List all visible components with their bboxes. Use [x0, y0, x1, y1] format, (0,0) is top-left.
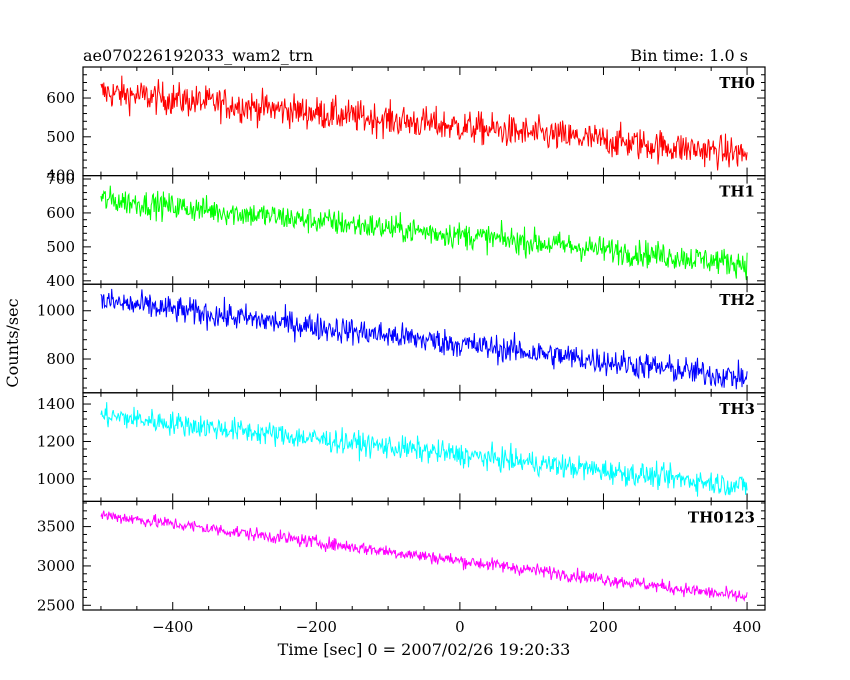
panel-name-label: TH0123	[688, 508, 755, 526]
y-tick-label: 1000	[37, 302, 75, 320]
panel-th0123: 2500 3000 3500 TH0123	[37, 500, 766, 614]
figure-title: ae070226192033_wam2_trn	[83, 46, 313, 65]
y-tick-label: 3000	[37, 557, 75, 575]
y-tick-label: 500	[46, 128, 75, 146]
y-tick-label: 1200	[37, 432, 75, 450]
y-tick-label: 700	[46, 170, 75, 188]
panels-group: 400 500 600 TH0 400 500 600 700 TH1 800 1000 TH2 100…	[37, 66, 766, 636]
y-tick-label: 800	[46, 350, 75, 368]
y-tick-label: 600	[46, 89, 75, 107]
x-tick-label: 400	[733, 618, 762, 636]
y-tick-label: 400	[46, 167, 75, 185]
y-tick-label: 600	[46, 204, 75, 222]
y-tick-label: 500	[46, 238, 75, 256]
x-tick-label: −200	[296, 618, 337, 636]
panel-th1: 400 500 600 700 TH1	[46, 170, 766, 290]
y-tick-label: 400	[46, 272, 75, 290]
x-tick-label: −400	[152, 618, 193, 636]
panel-th0: 400 500 600 TH0	[46, 66, 766, 185]
x-axis-label: Time [sec] 0 = 2007/02/26 19:20:33	[278, 640, 571, 659]
panel-name-label: TH2	[719, 291, 755, 309]
series-line-th1	[100, 185, 748, 281]
y-axis-label: Counts/sec	[3, 298, 22, 387]
series-line-th3	[100, 402, 748, 497]
series-line-th0123	[100, 510, 748, 602]
x-tick-label: 200	[589, 618, 618, 636]
panel-th3: 1000 1200 1400 TH3	[37, 392, 766, 502]
panel-th2: 800 1000 TH2	[37, 283, 766, 394]
bin-time-label: Bin time: 1.0 s	[630, 46, 748, 65]
series-line-th2	[100, 288, 748, 390]
panel-name-label: TH0	[719, 74, 755, 92]
y-tick-label: 1400	[37, 395, 75, 413]
x-tick-label: 0	[455, 618, 465, 636]
y-tick-label: 1000	[37, 470, 75, 488]
y-tick-label: 2500	[37, 596, 75, 614]
y-tick-label: 3500	[37, 518, 75, 536]
panel-name-label: TH3	[719, 400, 755, 418]
panel-name-label: TH1	[719, 183, 755, 201]
series-line-th0	[100, 75, 748, 171]
